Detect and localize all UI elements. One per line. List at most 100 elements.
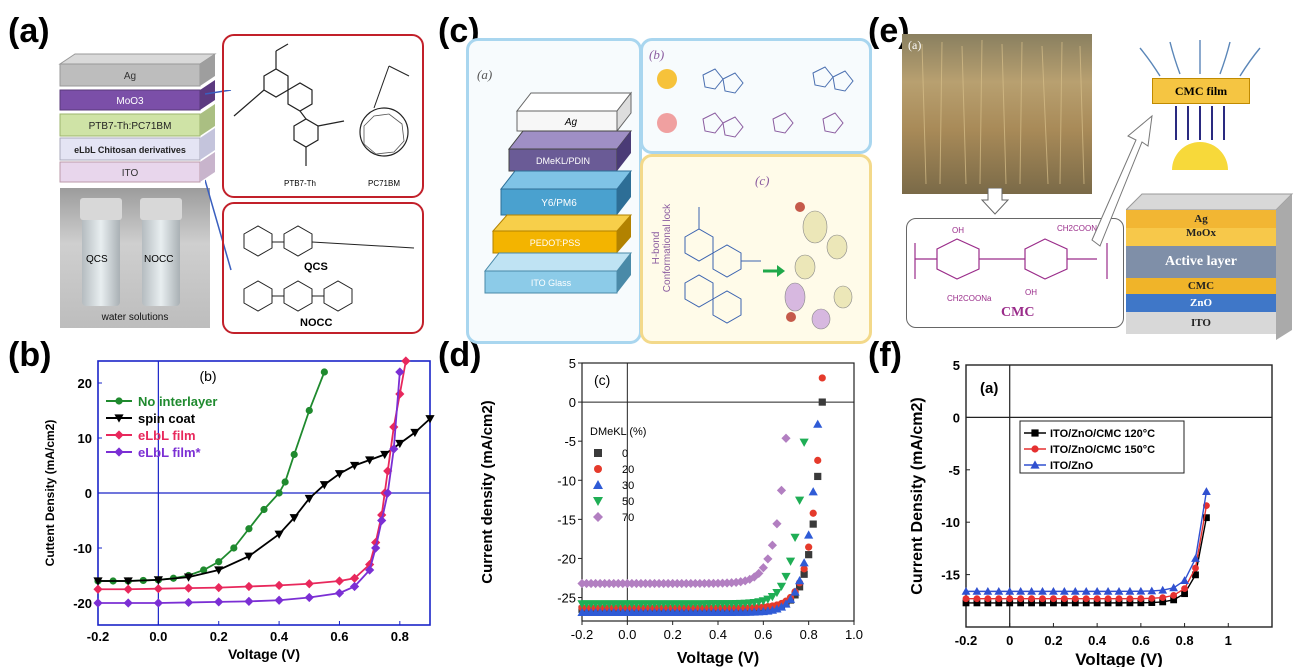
legend-entry: 30 xyxy=(622,480,634,492)
data-point xyxy=(1006,599,1014,607)
data-point xyxy=(795,496,805,505)
data-point xyxy=(123,584,133,594)
data-point xyxy=(93,598,103,608)
data-point xyxy=(1170,591,1178,599)
data-point xyxy=(1005,586,1015,595)
cmc-film-label: CMC film xyxy=(1174,84,1228,98)
legend-marker xyxy=(593,480,603,489)
data-point xyxy=(1060,599,1068,607)
panel-label-a: (a) xyxy=(8,12,50,50)
data-point xyxy=(763,554,773,564)
x-tick-label: 0.0 xyxy=(618,627,636,642)
legend-marker xyxy=(1031,429,1039,437)
series-line xyxy=(98,360,407,591)
data-point xyxy=(93,577,103,586)
smiley-icon xyxy=(657,69,677,89)
data-point xyxy=(800,570,808,578)
legend-marker xyxy=(593,512,603,522)
x-tick-label: 0.6 xyxy=(330,629,348,644)
layer-active: PTB7-Th:PC71BM xyxy=(89,121,172,132)
data-point xyxy=(1114,586,1124,595)
data-point xyxy=(818,374,826,382)
mol-pc71bm: PC71BM xyxy=(368,179,400,188)
x-tick-label: 1.0 xyxy=(845,627,863,642)
inner-label-b: (b) xyxy=(199,368,216,384)
chart-b: -0.2 0.0 0.2 0.4 0.6 0.8 20 10 0 -10 -20 Voltage (V… xyxy=(43,356,435,662)
legend-marker xyxy=(114,414,124,423)
legend-entry: eLbL film xyxy=(138,428,196,443)
c-box-c: (c) H-bond Conformational lock xyxy=(640,154,872,344)
data-point xyxy=(365,565,375,575)
layer-chitosan: eLbL Chitosan derivatives xyxy=(74,145,186,155)
y-tick-label: -5 xyxy=(948,463,960,478)
data-point xyxy=(1103,586,1113,595)
molecule-box-bottom: QCS NOCC xyxy=(222,202,424,334)
y-tick-label: 5 xyxy=(569,356,576,371)
data-point xyxy=(153,576,163,585)
x-tick-label: 0.6 xyxy=(754,627,772,642)
y-axis-label: Cuttent Density (mA/cm2) xyxy=(43,420,57,567)
legend-marker xyxy=(1030,460,1040,469)
x-axis-label: Voltage (V) xyxy=(1075,650,1163,667)
chart-d: -0.2 0.0 0.2 0.4 0.6 0.8 1.050-5-10-15-20-25Vo… xyxy=(479,356,863,667)
legend-entry: 20 xyxy=(622,464,634,476)
photo-caption: water solutions xyxy=(101,312,169,323)
legend-marker xyxy=(115,397,123,405)
data-point xyxy=(389,444,399,454)
x-tick-label: -0.2 xyxy=(955,633,977,648)
data-point xyxy=(808,487,818,496)
data-point xyxy=(401,356,411,366)
data-point xyxy=(395,367,405,377)
data-point xyxy=(123,577,133,586)
y-tick-label: 0 xyxy=(569,395,576,410)
data-point xyxy=(281,478,289,486)
data-point xyxy=(983,586,993,595)
data-point xyxy=(1081,586,1091,595)
data-point xyxy=(304,592,314,603)
data-point xyxy=(795,575,805,585)
data-point xyxy=(123,598,133,608)
data-point xyxy=(995,599,1003,607)
data-point xyxy=(781,572,791,582)
x-tick-label: 0.4 xyxy=(709,627,727,642)
e-layer-ag: Ag xyxy=(1194,213,1208,225)
data-point xyxy=(818,398,826,406)
data-point xyxy=(961,586,971,595)
data-point xyxy=(731,577,741,587)
layer-ito: ITO xyxy=(122,168,139,179)
data-point xyxy=(153,584,163,594)
data-point xyxy=(334,470,345,479)
y-tick-label: 0 xyxy=(953,410,960,425)
data-point xyxy=(1071,599,1079,607)
data-point xyxy=(1017,595,1025,603)
vial-label-qcs: QCS xyxy=(86,254,108,265)
inner-label-d: (c) xyxy=(594,372,610,388)
data-point xyxy=(1192,564,1199,572)
data-point xyxy=(260,505,268,514)
data-point xyxy=(1006,595,1014,603)
data-point xyxy=(377,515,387,526)
data-point xyxy=(1027,586,1036,595)
data-point xyxy=(183,573,194,582)
c-box-b: (b) xyxy=(640,38,872,154)
data-point xyxy=(319,481,329,490)
c-layer-dmekl: DMeKL/PDIN xyxy=(536,156,590,166)
y-axis-label: Current Density (mA/cm2) xyxy=(909,397,926,594)
data-point xyxy=(1180,576,1189,584)
data-point xyxy=(809,520,817,528)
data-point xyxy=(813,419,823,428)
data-point xyxy=(736,577,746,587)
data-point xyxy=(1148,599,1156,606)
y-tick-label: -5 xyxy=(564,434,576,449)
data-point xyxy=(805,551,813,559)
data-point xyxy=(230,544,238,552)
panel-e: (a) OH CH2COONa CH2COONa OH CMC xyxy=(900,30,1295,340)
data-point xyxy=(1192,571,1199,579)
data-point xyxy=(781,433,791,443)
layer-ag: Ag xyxy=(124,71,136,82)
e-layer-moox: MoOx xyxy=(1186,227,1216,239)
cmc-label: CMC xyxy=(1001,305,1035,320)
panel-c: (a) Ag DMeKL/PDIN Y6/PM6 PEDOT:PSS ITO G… xyxy=(466,38,872,344)
c-layer-pedot: PEDOT:PSS xyxy=(530,238,581,248)
e-sub-a: (a) xyxy=(908,38,922,52)
